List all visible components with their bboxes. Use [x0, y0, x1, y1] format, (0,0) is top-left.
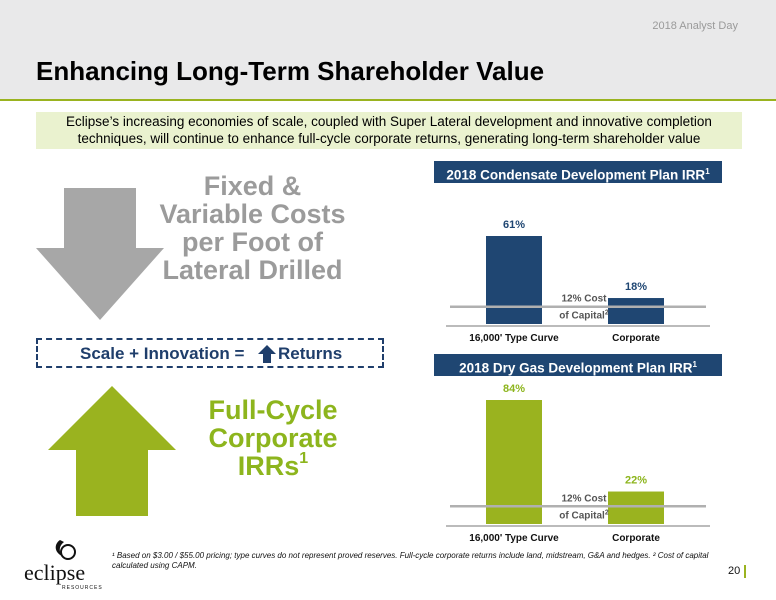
reference-label-line1: 12% Cost — [561, 294, 607, 305]
data-label-0: 61% — [503, 219, 525, 231]
reference-label-line2: of Capital2 — [559, 310, 609, 322]
chart1-plot: 61% 16,000' Type Curve 18% Corporate 12% Cos… — [446, 219, 710, 344]
eclipse-logo: eclipse RESOURCES — [24, 540, 102, 591]
bar-1 — [608, 491, 664, 524]
formula-left-text: Scale + Innovation = — [80, 344, 245, 363]
down-arrow-icon — [36, 188, 164, 320]
costs-text: Fixed & Variable Costs per Foot of Later… — [159, 171, 346, 285]
irr-text-main: Full-Cycle Corporate IRRs — [208, 395, 338, 481]
category-label-1: Corporate — [612, 533, 660, 544]
chart2-title-text: 2018 Dry Gas Development Plan IRR — [459, 360, 693, 376]
reference-label-sup: 2 — [605, 310, 609, 317]
chart2-title-sup: 1 — [692, 360, 697, 369]
chart2-title: 2018 Dry Gas Development Plan IRR1 — [434, 354, 722, 376]
chart1-title-text: 2018 Condensate Development Plan IRR — [446, 167, 706, 183]
formula-right-text: Returns — [278, 344, 343, 363]
chart1-title-sup: 1 — [705, 167, 710, 176]
data-label-1: 18% — [625, 281, 647, 293]
irr-text-sup: 1 — [299, 450, 309, 467]
reference-label-line1: 12% Cost — [561, 493, 607, 504]
up-arrow-icon — [48, 386, 176, 516]
formula-box: Scale + Innovation = Returns — [36, 338, 384, 368]
category-label-1: Corporate — [612, 333, 660, 344]
page-number: 20 — [728, 565, 747, 578]
irr-text: Full-Cycle Corporate IRRs1 — [198, 396, 348, 480]
chart1-title: 2018 Condensate Development Plan IRR1 — [434, 161, 722, 183]
chart2-plot: 84% 16,000' Type Curve 22% Corporate 12% Cos… — [446, 383, 710, 544]
category-label-0: 16,000' Type Curve — [469, 333, 559, 344]
intro-banner: Eclipse’s increasing economies of scale,… — [36, 112, 742, 149]
reference-label-sup: 2 — [605, 509, 609, 516]
data-label-0: 84% — [503, 383, 525, 395]
header-bar: 2018 Analyst Day Enhancing Long-Term Sha… — [0, 0, 776, 101]
page-title: Enhancing Long-Term Shareholder Value — [36, 56, 545, 86]
footnote: ¹ Based on $3.00 / $55.00 pricing; type … — [112, 551, 709, 570]
bar-0 — [486, 400, 542, 524]
bar-1 — [608, 298, 664, 324]
data-label-1: 22% — [625, 475, 647, 487]
svg-text:eclipse: eclipse — [24, 560, 85, 585]
reference-label-line2: of Capital2 — [559, 509, 609, 521]
bar-0 — [486, 236, 542, 324]
event-label: 2018 Analyst Day — [652, 20, 738, 32]
svg-text:RESOURCES: RESOURCES — [62, 585, 102, 591]
category-label-0: 16,000' Type Curve — [469, 533, 559, 544]
up-arrow-small-icon — [258, 345, 276, 363]
